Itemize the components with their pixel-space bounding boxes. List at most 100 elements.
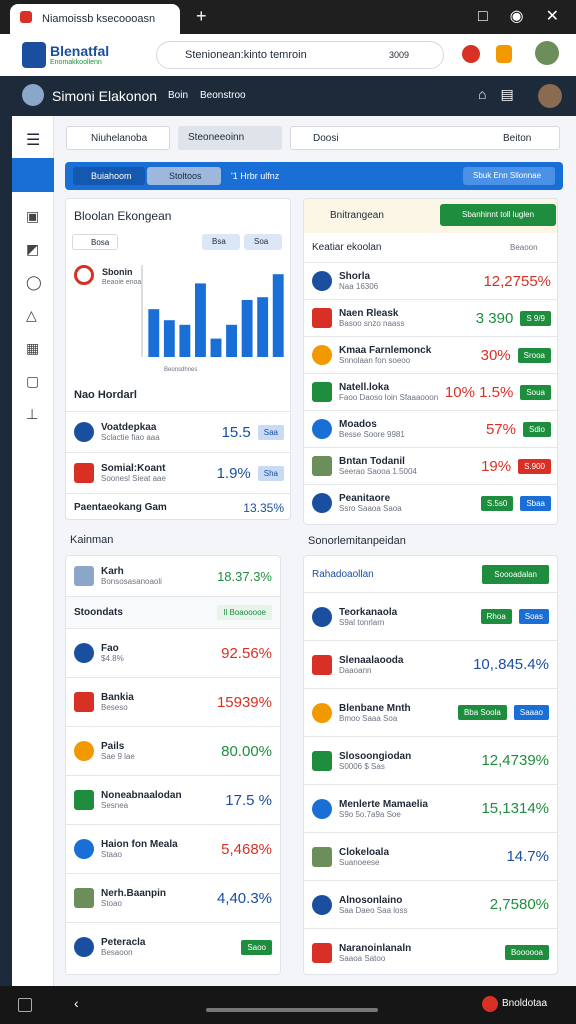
menu-toggle[interactable]: ☰ — [26, 132, 41, 149]
row-name: Blenbane Mnth — [339, 702, 411, 714]
row-button[interactable]: Sbaa — [520, 495, 551, 511]
row-button[interactable]: Saoo — [241, 939, 272, 955]
row-tag[interactable]: Saa — [257, 424, 284, 440]
row-name: Bankia — [101, 692, 134, 703]
watch-subtitle: Keatiar ekoolan — [312, 242, 382, 253]
new-tab[interactable]: + — [196, 6, 207, 26]
row-button[interactable]: Boooooa — [504, 945, 549, 960]
row-tag[interactable]: Sha — [257, 465, 284, 481]
row-text: Shorla Naa 16306 — [339, 271, 476, 291]
nav-active[interactable] — [12, 158, 54, 192]
menu-item[interactable]: Beonstroo — [200, 90, 246, 101]
ranking-button[interactable]: Il Boaooooe — [217, 605, 272, 620]
nav-back[interactable]: ‹ — [74, 995, 79, 1011]
row-button[interactable]: Saaao — [513, 705, 549, 720]
row-text: Voatdepkaa Sclactie fiao aaa — [101, 422, 215, 442]
row-icon — [312, 419, 332, 439]
row-sub: Bmoo Saaa Soa — [339, 713, 398, 723]
row-name: Shorla — [339, 271, 371, 282]
row-sub: Seerao Saooa 1.5004 — [339, 467, 417, 476]
row-icon — [312, 271, 332, 291]
row-value: 12,2755% — [483, 272, 551, 290]
list-row: Slenaalaooda Daaoann 10,.845.4% — [304, 640, 557, 688]
banner-button[interactable]: Sbuk Enn Sllonnae — [463, 167, 555, 185]
row-sub: Faoo Daoso loin Sfaaaooon — [339, 393, 438, 402]
footer-value: 13.35% — [243, 500, 284, 515]
list-row: Shorla Naa 16306 12,2755% — [304, 262, 557, 299]
row-value: 19% — [481, 457, 512, 475]
list-row: Bntan Todanil Seerao Saooa 1.5004 19% S.900 — [304, 447, 557, 484]
row-icon — [312, 456, 332, 476]
footer-row: Paentaeokang Gam 13.35% — [66, 493, 290, 519]
row-value: 15.5 — [221, 423, 251, 441]
toolbar-search[interactable]: Doosi Beiton — [290, 126, 560, 150]
chip[interactable]: Bosa — [72, 234, 118, 250]
list-row: Bankia Beseso 15939% — [66, 677, 280, 726]
bar — [257, 297, 269, 357]
row-value: 4,40.3% — [216, 889, 272, 907]
row-button[interactable]: S.900 — [518, 458, 551, 474]
row-text: Somial:Koant Soonesl Sieat aae — [101, 463, 210, 483]
banner: Buiahoom Stoltoos '1 Hrbr ulfnz Sbuk Enn… — [65, 162, 563, 190]
list-title: Nao Hordarl — [74, 389, 137, 401]
watch-button[interactable]: Sbanhinnt toll luglen — [440, 204, 556, 226]
filter-button[interactable]: Soa — [244, 234, 282, 250]
row-button[interactable]: Sdio — [522, 421, 551, 437]
row-sub: Sae 9 lae — [101, 752, 135, 761]
toolbar-label[interactable]: Niuhelanoba — [66, 126, 170, 150]
row-icon — [74, 741, 94, 761]
filter-button[interactable]: Bsa — [202, 234, 240, 250]
nav-button[interactable] — [18, 998, 32, 1012]
row-button[interactable]: Rhoa — [480, 609, 512, 624]
row-icon — [312, 345, 332, 365]
row-icon — [74, 463, 94, 483]
ranking-header: Stoondats Il Boaooooe — [66, 596, 280, 628]
row-text: Naranoinlanaln Saaoa Satoo — [339, 943, 498, 963]
market-button[interactable]: Soooadalan — [482, 564, 549, 584]
row-icon — [312, 308, 332, 328]
bottom-bar: ‹ Bnoldotaa — [0, 986, 576, 1024]
bottom-icon — [482, 996, 498, 1012]
address-input[interactable]: Stenionean:kinto temroin 3009 — [156, 41, 444, 69]
ranking-list: Fao $4.8% 92.56% Bankia Beseso 15939% Pails Sae… — [66, 628, 280, 971]
scrollbar[interactable] — [206, 1008, 378, 1012]
row-button[interactable]: Srooa — [517, 347, 551, 363]
app-title: Simoni Elakonon — [52, 88, 158, 104]
row-button[interactable]: S 9/9 — [520, 310, 551, 326]
row-name: Slosoongiodan — [339, 750, 412, 762]
ranking-title: Stoondats — [74, 607, 123, 618]
menu-item[interactable]: Boin — [168, 90, 189, 101]
window-controls[interactable]: □◉✕ — [478, 8, 576, 25]
row-value: 80.00% — [221, 742, 272, 760]
bar — [195, 283, 206, 357]
row-text: Bankia Beseso — [101, 692, 210, 712]
list-row: Peanitaore Ssro Saaoa Saoa S.5s0 Sbaa — [304, 484, 557, 521]
nav-icons[interactable]: ▣ ◩ ◯ △ ▦ ▢ ⊥ — [26, 208, 42, 422]
header-icons[interactable]: ⌂▤ — [478, 86, 528, 102]
chart-label: Sbonin — [102, 267, 133, 277]
row-button[interactable]: Soua — [520, 384, 551, 400]
tab[interactable]: Niamoissb ksecoooasn — [10, 4, 180, 34]
list-row: Moados Besse Soore 9981 57% Sdio — [304, 410, 557, 447]
row-sub: Suanoeese — [339, 857, 380, 867]
banner-tab[interactable]: Stoltoos — [147, 167, 221, 185]
list-row: Teorkanaola S9al tonrlarn Rhoa Soas — [304, 592, 557, 640]
row-button[interactable]: Bba Soola — [457, 705, 507, 720]
row-sub: Basoo snzo naass — [339, 319, 405, 328]
row-icon — [312, 894, 332, 915]
profile[interactable] — [535, 41, 559, 65]
toolbar-select[interactable]: Steoneeoinn — [178, 126, 282, 150]
row-text: Blenbane Mnth Bmoo Saaa Soa — [339, 703, 451, 723]
list-row: Peteracla Besaoon Saoo — [66, 922, 280, 971]
banner-tab[interactable]: Buiahoom — [73, 167, 145, 185]
row-sub: $4.8% — [101, 654, 124, 663]
extension-icon[interactable] — [496, 45, 512, 63]
row-button[interactable]: S.5s0 — [480, 495, 514, 511]
row-value: 92.56% — [221, 644, 272, 662]
extension-icon[interactable] — [462, 45, 480, 63]
row-value: 10,.845.4% — [473, 656, 549, 673]
row-button[interactable]: Soas — [518, 609, 549, 624]
avatar[interactable] — [538, 84, 562, 108]
row-icon — [74, 790, 94, 810]
